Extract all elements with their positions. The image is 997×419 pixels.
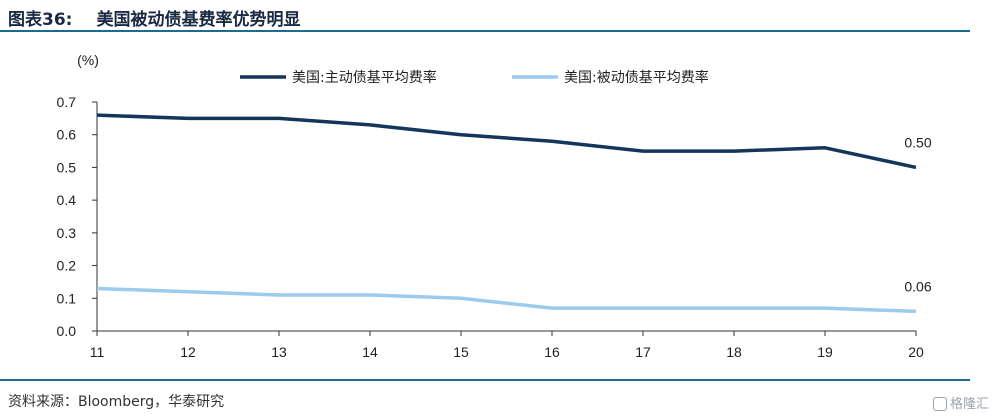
series-line-passive	[96, 286, 917, 314]
y-tick-label: 0.4	[57, 192, 77, 208]
y-tick-label: 0.2	[57, 258, 77, 274]
legend-label: 美国:被动债基平均费率	[564, 69, 709, 86]
x-tick-label: 11	[90, 344, 105, 360]
y-tick-label: 0.7	[57, 94, 77, 110]
data-label-end: 0.50	[904, 134, 931, 150]
watermark-logo-icon	[932, 397, 947, 411]
x-tick-label: 12	[180, 344, 196, 360]
x-tick-label: 20	[908, 344, 924, 360]
y-tick-label: 0.5	[57, 159, 77, 175]
figure-title-text: 美国被动债基费率优势明显	[96, 10, 301, 30]
legend-label: 美国:主动债基平均费率	[292, 69, 437, 86]
figure-title: 图表36: 美国被动债基费率优势明显	[8, 5, 300, 30]
x-tick-label: 15	[453, 344, 469, 360]
data-label-end: 0.06	[904, 278, 931, 294]
x-tick-label: 17	[635, 344, 651, 360]
series-line-active	[96, 113, 917, 170]
top-divider	[0, 30, 970, 32]
y-tick-label: 0.0	[57, 323, 77, 339]
bottom-divider	[0, 379, 970, 381]
x-tick-label: 18	[726, 344, 742, 360]
y-tick-label: 0.1	[57, 290, 77, 306]
y-tick-label: 0.3	[57, 225, 77, 241]
figure-number: 图表36:	[8, 10, 73, 30]
x-tick-label: 16	[544, 344, 560, 360]
y-axis-unit-label: (%)	[77, 52, 99, 68]
x-tick-label: 14	[362, 344, 378, 360]
source-note: 资料来源：Bloomberg，华泰研究	[8, 394, 225, 410]
x-tick-label: 13	[271, 344, 287, 360]
watermark-text: 格隆汇	[949, 397, 989, 412]
watermark: 格隆汇	[932, 393, 989, 412]
y-tick-label: 0.6	[57, 127, 77, 143]
x-tick-label: 19	[817, 344, 833, 360]
